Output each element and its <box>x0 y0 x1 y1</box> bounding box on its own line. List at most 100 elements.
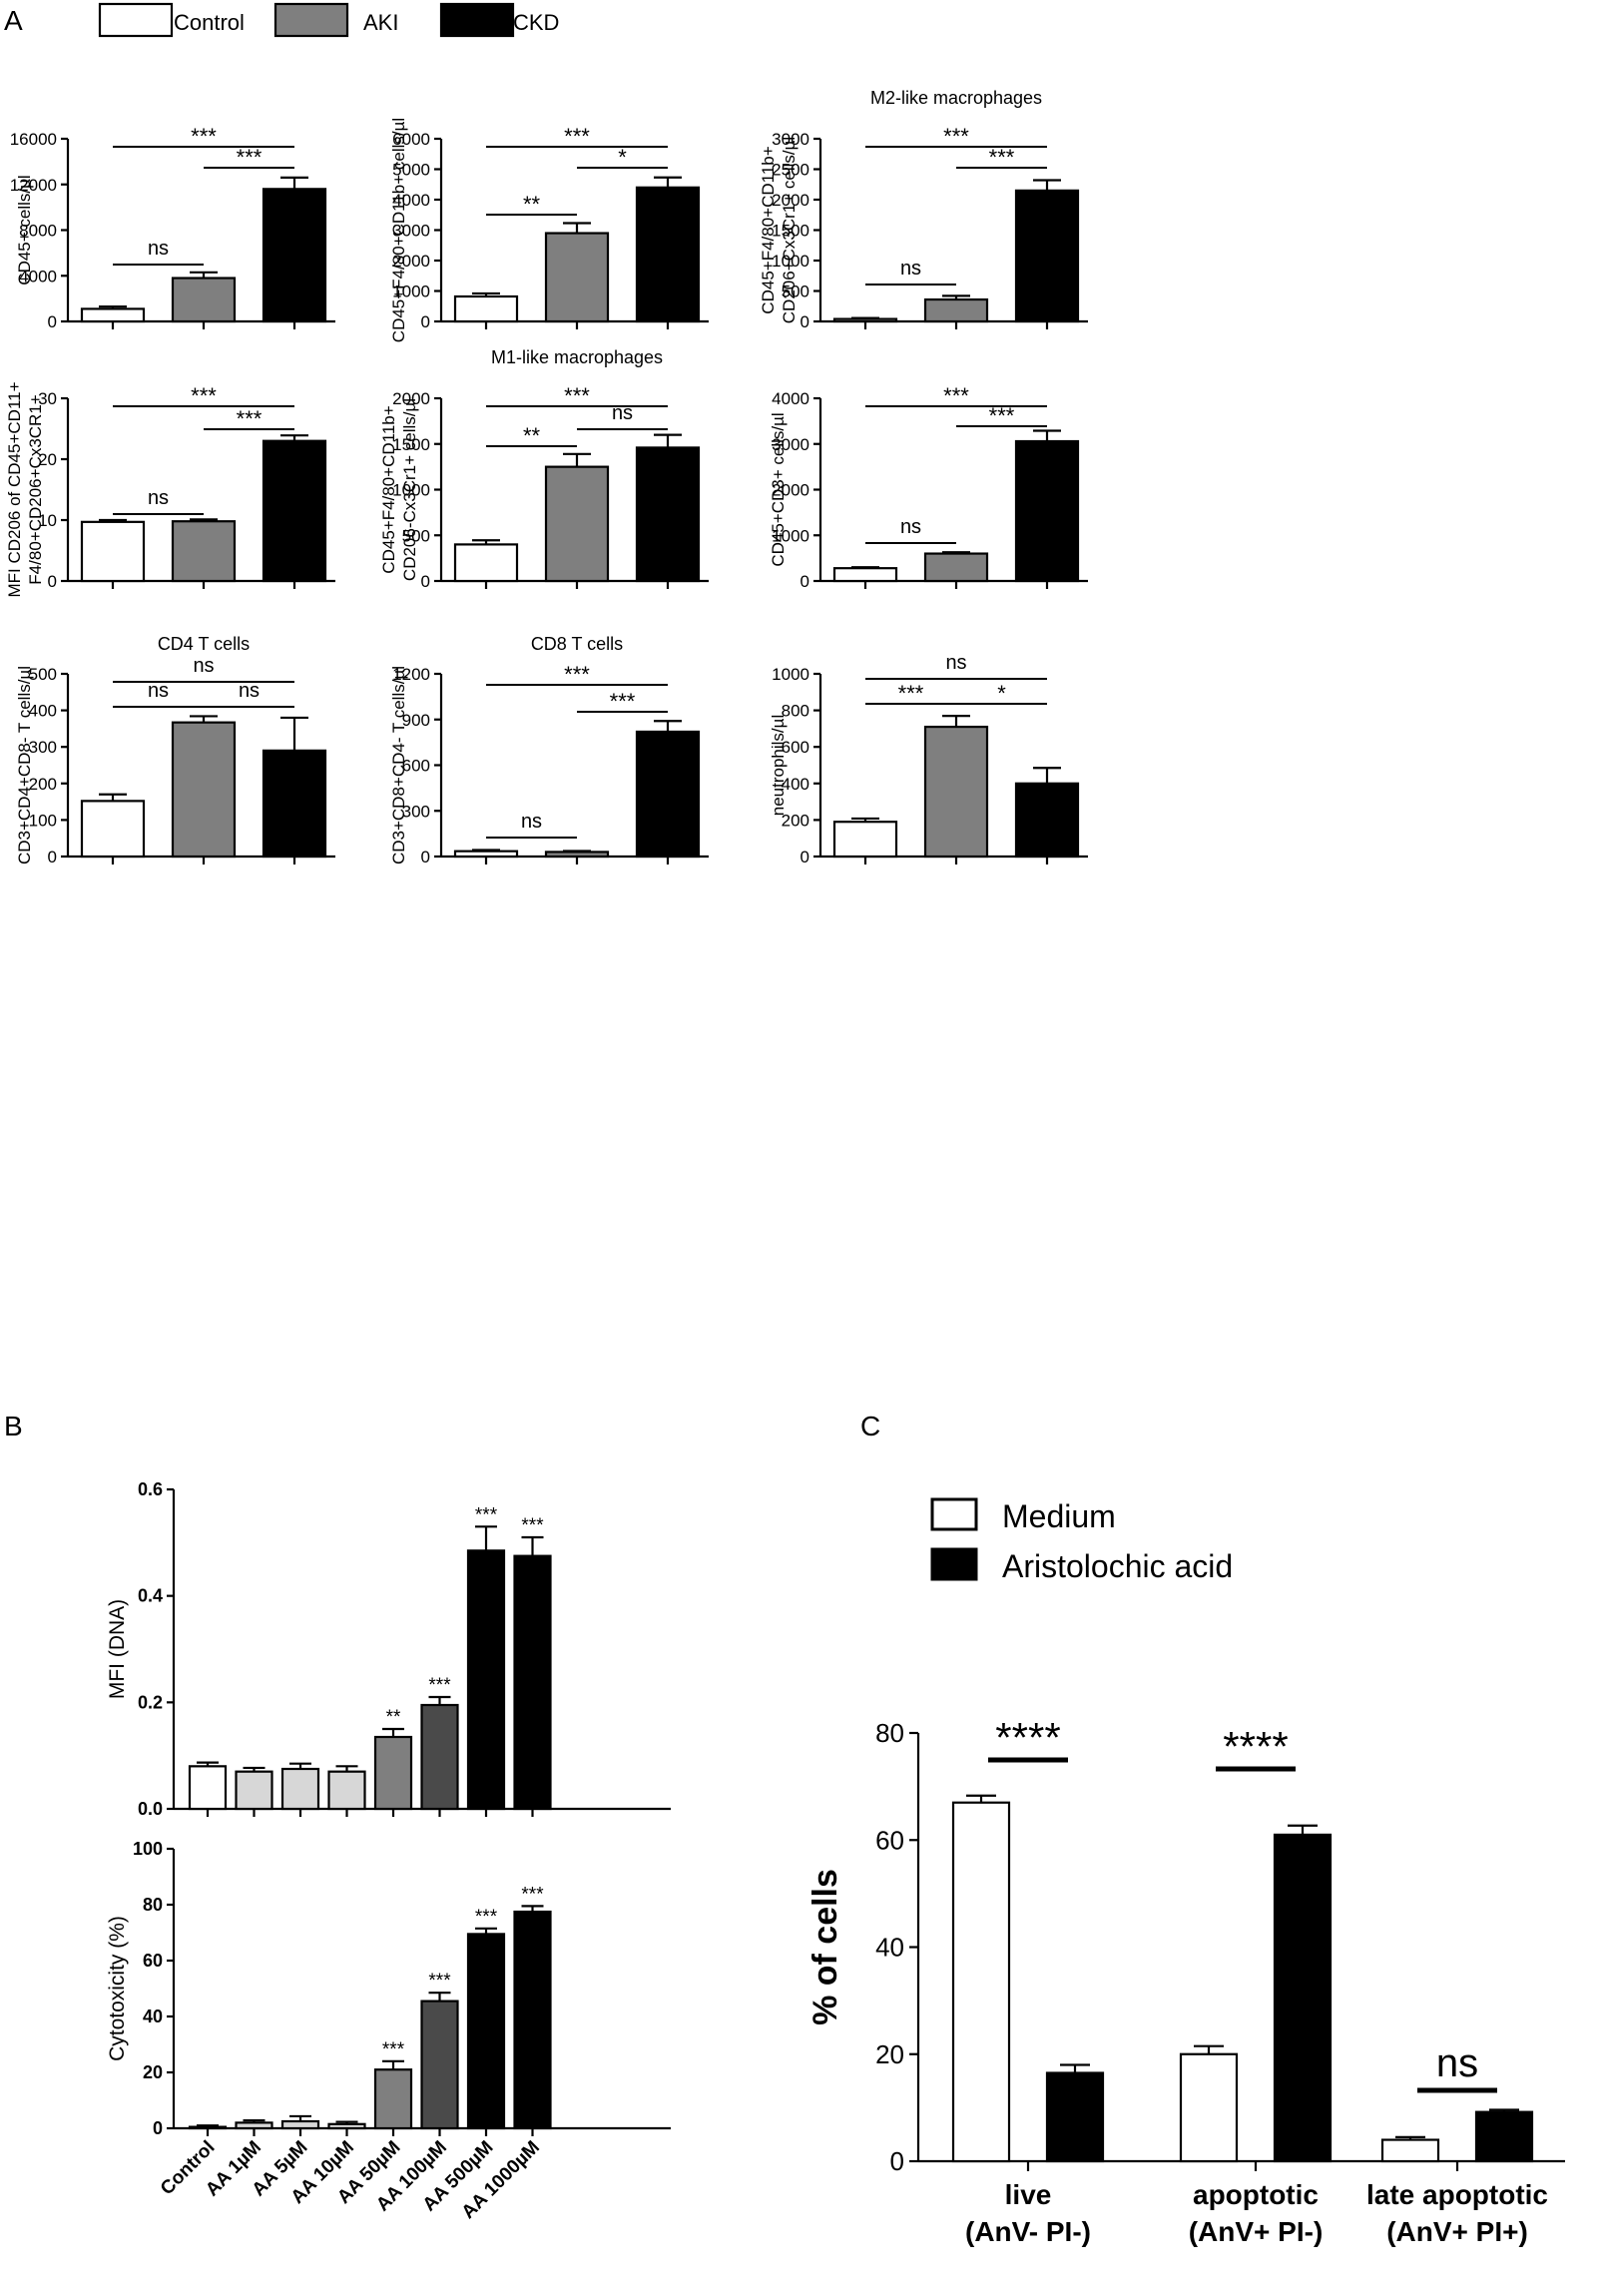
y-tick-label: 60 <box>143 1951 163 1971</box>
bar-control <box>453 294 519 323</box>
y-tick-label: 1500 <box>772 222 809 241</box>
y-tick-label: 1000 <box>392 283 430 301</box>
significance-label: ns <box>148 487 169 509</box>
bar <box>466 1933 506 2130</box>
bar-significance-label: *** <box>428 1971 451 1992</box>
significance-label: *** <box>564 124 590 149</box>
significance-label: ** <box>523 192 541 217</box>
panel-label-b: B <box>4 1411 23 1441</box>
bar-significance-label: *** <box>475 1504 498 1525</box>
y-tick-label: 1000 <box>772 665 809 684</box>
significance-label: *** <box>191 124 217 149</box>
legend-label-medium: Medium <box>1002 1498 1116 1534</box>
y-tick-label: 40 <box>143 2007 163 2026</box>
y-tick-label: 20 <box>143 2062 163 2082</box>
x-tick-label: (AnV- PI-) <box>965 2216 1091 2247</box>
bar-significance-label: *** <box>521 1884 544 1905</box>
significance-label: *** <box>989 145 1015 170</box>
bar-aristolochic-acid <box>1273 1833 1333 2163</box>
y-tick-label: 12000 <box>10 176 57 195</box>
bar <box>513 1910 552 2130</box>
y-tick-label: 400 <box>782 775 809 794</box>
y-axis-label-line: MFI CD206 of CD45+CD11+ <box>5 381 24 597</box>
y-tick-label: 1000 <box>772 526 809 545</box>
legend-label-aki: AKI <box>363 10 398 35</box>
chart-title: M1-like macrophages <box>491 347 663 367</box>
y-tick-label: 2000 <box>772 191 809 210</box>
bar <box>420 1703 459 1811</box>
chart-a8: 0 300 600 900 1200 *** *** ns CD3+CD8+CD4- T cel… <box>389 634 709 866</box>
y-tick-label: 5000 <box>392 161 430 180</box>
bar-aki <box>544 851 610 859</box>
y-tick-label: 200 <box>29 775 57 794</box>
y-axis-label-line: CD45+F4/80+CD11b+ <box>759 146 778 313</box>
chart-title: M2-like macrophages <box>870 88 1042 108</box>
significance-label: * <box>997 681 1006 706</box>
significance-label: *** <box>610 689 636 714</box>
y-tick-label: 0.2 <box>138 1692 163 1712</box>
y-tick-label: 16000 <box>10 130 57 149</box>
y-axis-label-line: CD206-Cx3Cr1+ cells/µl <box>400 398 419 581</box>
legend-swatch-aristolochic-acid <box>930 1547 978 1581</box>
bar <box>327 1770 366 1811</box>
significance-label: ns <box>900 258 921 280</box>
significance-label: ns <box>521 811 542 833</box>
y-tick-label: 300 <box>402 802 430 821</box>
y-tick-label: 3000 <box>772 435 809 454</box>
y-tick-label: 20 <box>875 2039 904 2069</box>
y-tick-label: 10 <box>38 511 57 530</box>
y-axis-label: CD45+F4/80+CD11b+ cells/µl <box>389 118 408 342</box>
legend-label-aristolochic-acid: Aristolochic acid <box>1002 1548 1233 1584</box>
significance-label: *** <box>237 406 263 431</box>
bar <box>280 2119 320 2130</box>
y-tick-label: 100 <box>29 811 57 830</box>
bar-medium <box>1380 2138 1440 2163</box>
y-tick-label: 900 <box>402 711 430 730</box>
bar-significance-label: *** <box>521 1515 544 1536</box>
y-axis-label: neutrophils/µl <box>769 715 788 816</box>
y-tick-label: 0 <box>801 572 809 591</box>
significance-label: *** <box>989 403 1015 428</box>
y-tick-label: 6000 <box>392 130 430 149</box>
y-tick-label: 0.4 <box>138 1586 163 1606</box>
bar-aki <box>171 520 237 583</box>
y-tick-label: 500 <box>29 665 57 684</box>
legend-swatch-medium <box>930 1497 978 1531</box>
bar <box>373 2068 413 2130</box>
y-axis-label: MFI (DNA) <box>106 1599 129 1699</box>
bar-ckd <box>1014 782 1080 859</box>
y-tick-label: 0 <box>890 2146 904 2176</box>
chart-a5: 0 500 1000 1500 2000 *** ns ** CD45+F4/80+CD11b+… <box>379 347 709 591</box>
bar-ckd <box>635 446 701 583</box>
bar-ckd <box>262 749 327 859</box>
y-tick-label: 2500 <box>772 161 809 180</box>
y-tick-label: 0 <box>48 848 57 866</box>
y-axis-label: CD45+ cells/µl <box>15 175 34 285</box>
significance-label: ns <box>193 655 214 677</box>
y-axis-label: MFI CD206 of CD45+CD11+ F4/80+CD206+Cx3CR… <box>5 381 45 597</box>
y-tick-label: 3000 <box>772 130 809 149</box>
bar-aki <box>923 552 989 583</box>
bar-significance-label: ** <box>386 1707 401 1728</box>
significance-label: *** <box>943 383 969 408</box>
bar-control <box>832 567 898 583</box>
y-tick-label: 0 <box>48 312 57 331</box>
bar-aristolochic-acid <box>1474 2110 1534 2163</box>
significance-label: ns <box>148 680 169 702</box>
bar-control <box>80 800 146 859</box>
bar-medium <box>951 1801 1011 2163</box>
bar-aki <box>544 465 610 583</box>
chart-b2: 0 20 40 60 80 100 *** *** *** *** Cytotoxicity (%)… <box>106 1839 671 2223</box>
significance-label: **** <box>995 1714 1060 1761</box>
bar-control <box>453 543 519 583</box>
y-tick-label: 1000 <box>772 252 809 271</box>
significance-label: ns <box>945 652 966 674</box>
y-tick-label: 4000 <box>19 267 57 286</box>
y-tick-label: 0 <box>421 848 430 866</box>
y-axis-label: CD45+F4/80+CD11b+ CD206+Cx3Cr1+ cells/µl <box>759 137 799 323</box>
bar-aki <box>923 725 989 859</box>
y-tick-label: 600 <box>402 757 430 776</box>
bar <box>420 2000 459 2130</box>
